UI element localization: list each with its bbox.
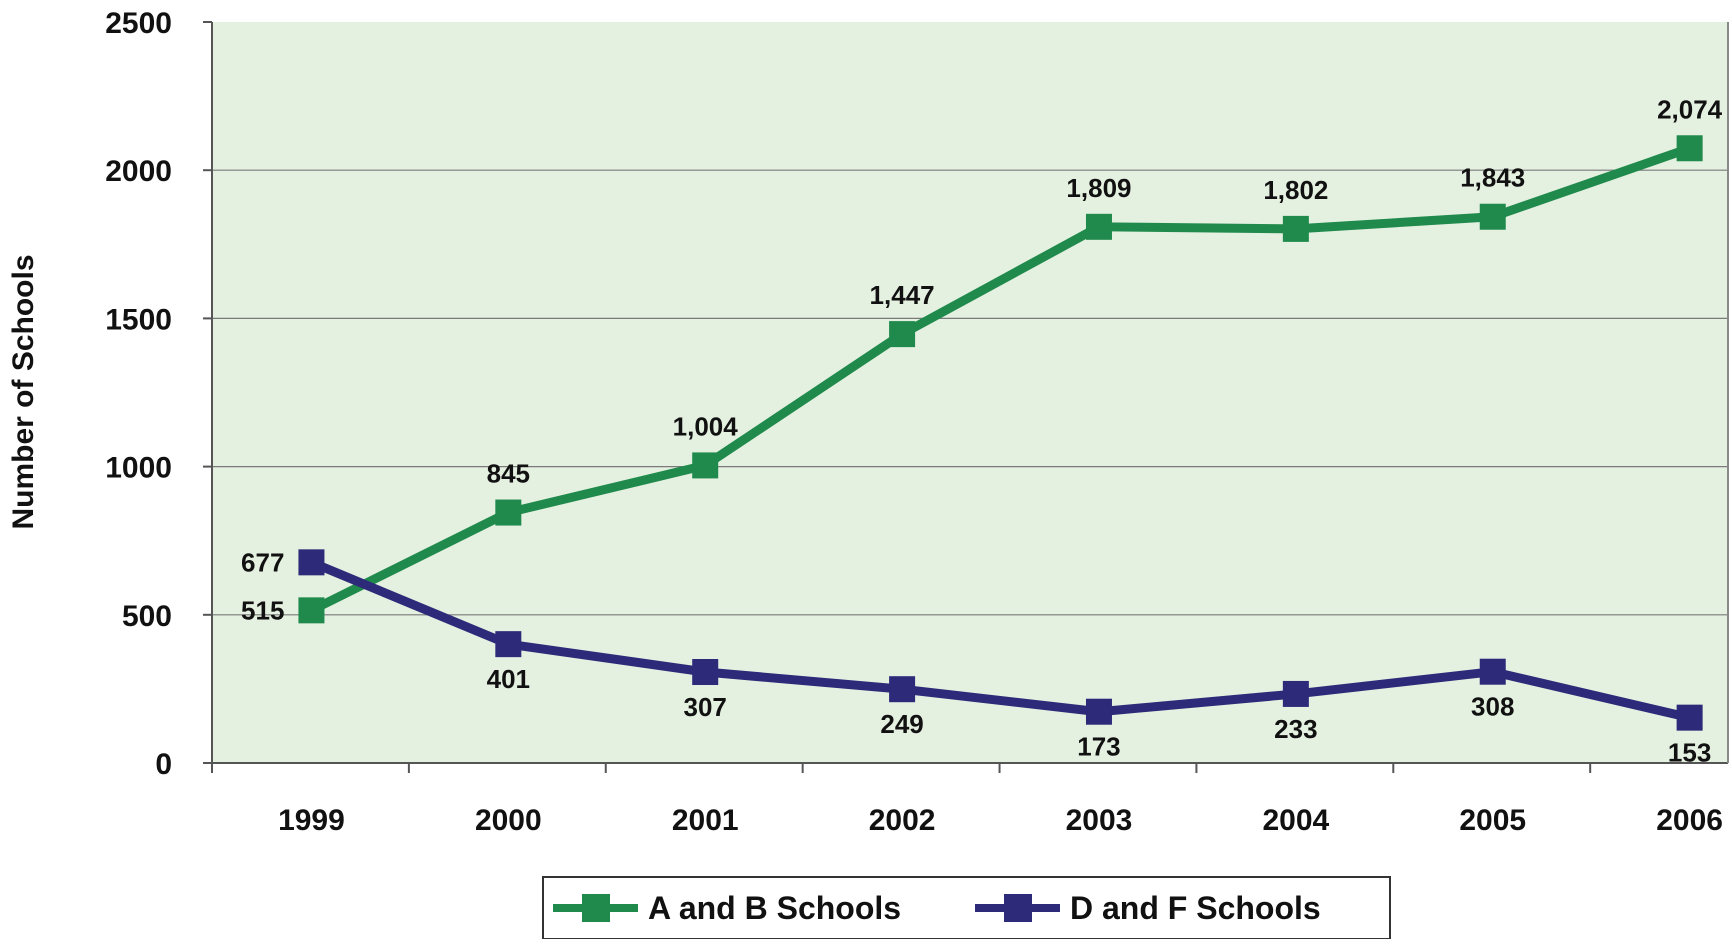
data-point (1085, 213, 1112, 240)
data-label: 249 (880, 709, 923, 739)
series: 515 845 1,004 1,447 1,809 1,802 1,843 2,074 677 4… (241, 94, 1723, 767)
gridlines (212, 169, 1728, 616)
data-point (495, 499, 522, 526)
data-label: 515 (241, 595, 284, 625)
legend-swatch-marker (1004, 894, 1032, 922)
y-tick-label: 1000 (105, 452, 172, 485)
data-point (298, 549, 325, 576)
series-line (309, 144, 1692, 615)
x-tick-labels: 1999 2000 2001 2002 2003 2004 2005 2006 (211, 763, 1723, 837)
y-tick-label: 2000 (105, 155, 172, 188)
legend-label-a-and-b: A and B Schools (648, 890, 901, 926)
y-axis-title: Number of Schools (7, 254, 40, 529)
y-tick-label: 0 (155, 748, 172, 781)
data-label: 1,843 (1460, 163, 1525, 193)
data-label: 1,802 (1263, 175, 1328, 205)
x-tick-label: 2003 (1066, 804, 1133, 837)
data-label: 677 (241, 547, 284, 577)
data-label: 233 (1274, 714, 1317, 744)
series-d-and-f: 677 401 307 249 173 233 308 153 (241, 547, 1711, 767)
x-tick-label: 2000 (475, 804, 542, 837)
data-label: 845 (487, 459, 530, 489)
series-a-and-b: 515 845 1,004 1,447 1,809 1,802 1,843 2,074 (241, 94, 1723, 625)
data-label: 1,004 (673, 411, 739, 441)
legend-item-d-and-f: D and F Schools (975, 890, 1321, 926)
x-tick-label: 1999 (278, 804, 345, 837)
plot-area (212, 22, 1728, 763)
data-label: 1,809 (1066, 173, 1131, 203)
y-tick-label: 1500 (105, 303, 172, 336)
y-tick-labels: 0 500 1000 1500 2000 2500 (105, 7, 212, 781)
legend-label-d-and-f: D and F Schools (1070, 890, 1321, 926)
data-point (1282, 680, 1309, 707)
y-tick-label: 2500 (105, 7, 172, 40)
x-tick-label: 2006 (1656, 804, 1723, 837)
y-tick-label: 500 (122, 600, 172, 633)
data-label: 2,074 (1657, 94, 1723, 124)
series-line (309, 558, 1691, 723)
legend-item-a-and-b: A and B Schools (553, 890, 901, 926)
x-tick-label: 2001 (672, 804, 739, 837)
data-point (889, 676, 916, 703)
data-label: 401 (487, 664, 530, 694)
data-point (1282, 215, 1309, 242)
data-point (1676, 135, 1703, 162)
x-tick-label: 2004 (1262, 804, 1329, 837)
axes (211, 22, 1729, 764)
data-point (889, 321, 916, 348)
data-label: 173 (1077, 732, 1120, 762)
x-tick-label: 2005 (1459, 804, 1526, 837)
data-label: 307 (684, 692, 727, 722)
data-label: 153 (1668, 738, 1711, 768)
data-point (1676, 704, 1703, 731)
data-point (298, 597, 325, 624)
data-point (1479, 658, 1506, 685)
data-point (692, 659, 719, 686)
legend: A and B Schools D and F Schools (542, 876, 1391, 940)
data-point (495, 631, 522, 658)
x-tick-label: 2002 (869, 804, 936, 837)
data-point (1085, 698, 1112, 725)
data-point (1479, 203, 1506, 230)
data-point (692, 452, 719, 479)
legend-swatch-marker (582, 894, 610, 922)
data-label: 1,447 (870, 280, 935, 310)
data-label: 308 (1471, 692, 1514, 722)
